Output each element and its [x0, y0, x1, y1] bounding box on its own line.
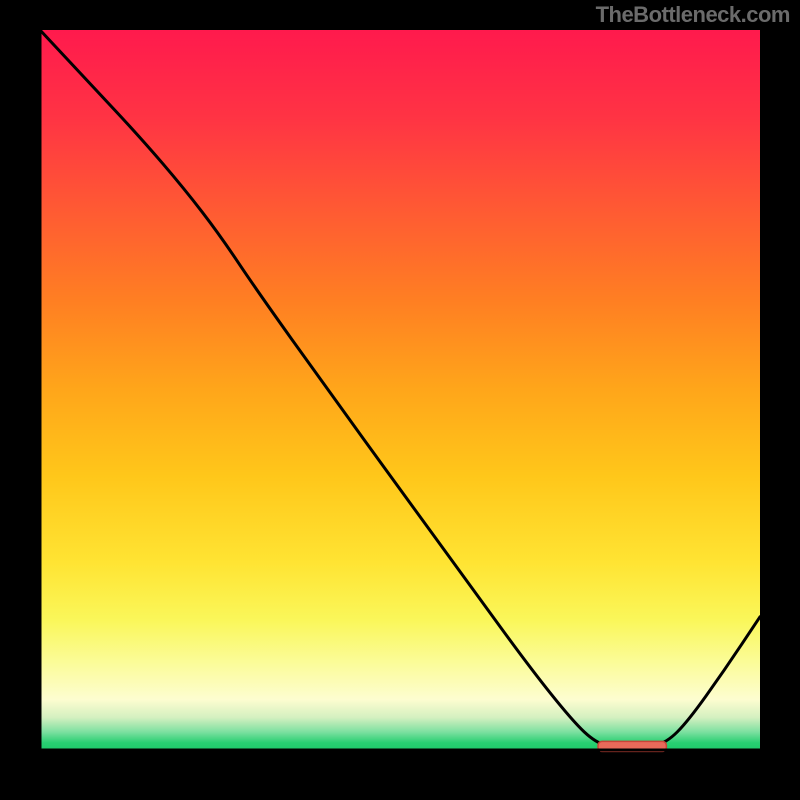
plot-gradient-background — [40, 30, 760, 750]
watermark-text: TheBottleneck.com — [596, 2, 790, 28]
